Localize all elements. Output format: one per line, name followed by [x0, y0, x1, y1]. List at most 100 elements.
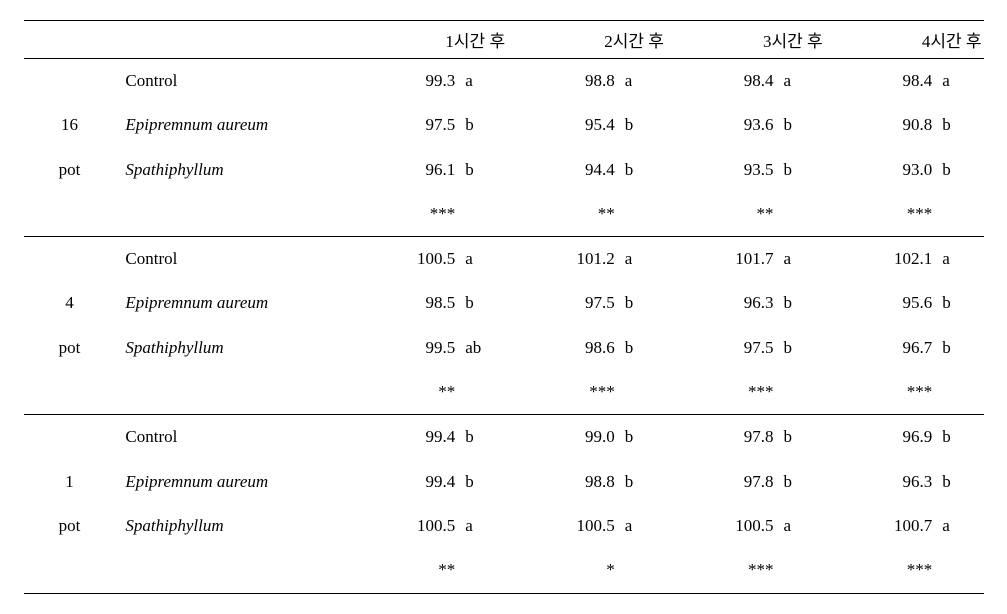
treatment-label: Spathiphyllum [115, 148, 347, 192]
empty-cell [934, 192, 983, 237]
value-cell: 94.4 [507, 148, 617, 192]
treatment-label: Epipremnum aureum [115, 281, 347, 325]
letter-cell: a [457, 237, 507, 282]
data-table: 1시간 후 2시간 후 3시간 후 4시간 후 Control99.3a98.8… [24, 20, 984, 594]
significance-cell: ** [348, 370, 458, 415]
value-cell: 99.0 [507, 415, 617, 460]
header-col-1: 1시간 후 [348, 21, 507, 59]
letter-cell: b [934, 103, 983, 147]
letter-cell: b [775, 415, 824, 460]
empty-cell [24, 548, 116, 593]
letter-cell: b [934, 326, 983, 370]
group-label: pot [24, 504, 116, 548]
significance-cell: * [507, 548, 617, 593]
letter-cell: b [457, 415, 507, 460]
significance-cell: ** [666, 192, 776, 237]
value-cell: 99.3 [348, 59, 458, 104]
treatment-label: Control [115, 59, 347, 104]
significance-row: ********* [24, 548, 984, 593]
empty-cell [934, 370, 983, 415]
letter-cell: b [457, 148, 507, 192]
treatment-label: Spathiphyllum [115, 504, 347, 548]
group-label: 16 [24, 103, 116, 147]
letter-cell: b [617, 415, 666, 460]
value-cell: 100.7 [825, 504, 935, 548]
treatment-label: Control [115, 237, 347, 282]
letter-cell: b [934, 460, 983, 504]
value-cell: 99.5 [348, 326, 458, 370]
value-cell: 93.5 [666, 148, 776, 192]
value-cell: 99.4 [348, 415, 458, 460]
header-blank-2 [115, 21, 347, 59]
significance-cell: *** [666, 370, 776, 415]
group-label: 1 [24, 460, 116, 504]
value-cell: 98.4 [825, 59, 935, 104]
significance-row: ********** [24, 192, 984, 237]
letter-cell: b [934, 148, 983, 192]
letter-cell: b [934, 281, 983, 325]
table-row: Control100.5a101.2a101.7a102.1a [24, 237, 984, 282]
empty-cell [617, 192, 666, 237]
significance-cell: *** [507, 370, 617, 415]
letter-cell: b [775, 281, 824, 325]
table-row: Control99.4b99.0b97.8b96.9b [24, 415, 984, 460]
table-body: Control99.3a98.8a98.4a98.4a16Epipremnum … [24, 59, 984, 594]
table-row: potSpathiphyllum99.5ab98.6b97.5b96.7b [24, 326, 984, 370]
group-label [24, 237, 116, 282]
value-cell: 90.8 [825, 103, 935, 147]
group-label: 4 [24, 281, 116, 325]
table-row: 16Epipremnum aureum97.5b95.4b93.6b90.8b [24, 103, 984, 147]
empty-cell [24, 192, 116, 237]
letter-cell: a [457, 59, 507, 104]
value-cell: 97.5 [507, 281, 617, 325]
group-label [24, 59, 116, 104]
letter-cell: a [617, 237, 666, 282]
significance-cell: *** [666, 548, 776, 593]
letter-cell: b [457, 281, 507, 325]
letter-cell: b [617, 460, 666, 504]
empty-cell [934, 548, 983, 593]
table-row: Control99.3a98.8a98.4a98.4a [24, 59, 984, 104]
group-label: pot [24, 326, 116, 370]
value-cell: 96.3 [825, 460, 935, 504]
letter-cell: a [617, 59, 666, 104]
letter-cell: a [775, 59, 824, 104]
header-col-3: 3시간 후 [666, 21, 825, 59]
value-cell: 96.7 [825, 326, 935, 370]
value-cell: 98.6 [507, 326, 617, 370]
header-blank-1 [24, 21, 116, 59]
significance-cell: *** [348, 192, 458, 237]
letter-cell: b [775, 460, 824, 504]
significance-row: *********** [24, 370, 984, 415]
group-label: pot [24, 148, 116, 192]
letter-cell: a [775, 504, 824, 548]
group-label [24, 415, 116, 460]
value-cell: 100.5 [348, 504, 458, 548]
value-cell: 101.7 [666, 237, 776, 282]
significance-cell: *** [825, 548, 935, 593]
empty-cell [457, 548, 507, 593]
significance-cell: ** [348, 548, 458, 593]
value-cell: 100.5 [348, 237, 458, 282]
value-cell: 95.4 [507, 103, 617, 147]
value-cell: 96.9 [825, 415, 935, 460]
letter-cell: a [934, 59, 983, 104]
value-cell: 97.8 [666, 415, 776, 460]
letter-cell: b [617, 103, 666, 147]
letter-cell: a [775, 237, 824, 282]
value-cell: 97.8 [666, 460, 776, 504]
treatment-label: Spathiphyllum [115, 326, 347, 370]
empty-cell [115, 548, 347, 593]
significance-cell: ** [507, 192, 617, 237]
empty-cell [775, 370, 824, 415]
header-col-4: 4시간 후 [825, 21, 984, 59]
value-cell: 99.4 [348, 460, 458, 504]
value-cell: 95.6 [825, 281, 935, 325]
empty-cell [617, 370, 666, 415]
value-cell: 93.0 [825, 148, 935, 192]
empty-cell [617, 548, 666, 593]
letter-cell: b [775, 326, 824, 370]
value-cell: 98.8 [507, 460, 617, 504]
letter-cell: b [617, 148, 666, 192]
significance-cell: *** [825, 370, 935, 415]
